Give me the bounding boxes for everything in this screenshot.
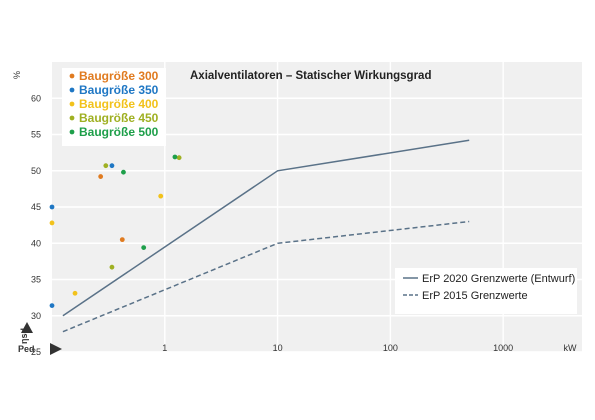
legend-lines-box (395, 268, 577, 314)
y-tick-label-60: 60 (31, 93, 41, 103)
data-point-300-1 (119, 237, 125, 243)
data-point-400-2 (158, 193, 164, 199)
y-unit-label: % (12, 71, 22, 79)
x-axis-arrow-icon (50, 343, 62, 355)
x-axis-label: Ped (18, 344, 35, 354)
y-tick-label-25: 25 (31, 347, 41, 357)
x-tick-label-1: 1 (162, 343, 167, 353)
legend-label-erp-2015: ErP 2015 Grenzwerte (422, 290, 528, 302)
data-point-350-2 (109, 163, 115, 169)
data-point-400-1 (72, 290, 78, 296)
legend-label-450: Baugröße 450 (79, 111, 159, 125)
y-tick-label-40: 40 (31, 238, 41, 248)
legend-label-400: Baugröße 400 (79, 97, 159, 111)
threshold-lines (62, 139, 470, 333)
y-axis-label: ηsd (19, 328, 29, 344)
legend-marker-450 (69, 115, 75, 121)
y-axis-arrow-icon (21, 322, 33, 333)
y-tick-labels: 60 55 50 45 40 35 30 25 (31, 93, 41, 357)
legend-marker-500 (69, 129, 75, 135)
legend-label-350: Baugröße 350 (79, 83, 159, 97)
legend-label-500: Baugröße 500 (79, 125, 159, 139)
data-point-350-0 (49, 204, 55, 210)
chart-title: Axialventilatoren – Statischer Wirkungsg… (190, 70, 431, 82)
y-tick-label-35: 35 (31, 275, 41, 285)
data-point-300-0 (98, 174, 104, 179)
y-tick-label-55: 55 (31, 130, 41, 140)
series-line-erp-2015 (62, 220, 470, 333)
data-point-500-0 (121, 169, 126, 175)
x-tick-label-10: 10 (273, 343, 283, 353)
y-tick-label-30: 30 (31, 311, 41, 321)
data-points (49, 154, 182, 308)
legend-marker-350 (69, 87, 75, 93)
data-point-450-0 (103, 163, 109, 169)
data-point-400-0 (49, 220, 55, 226)
legend-marker-300 (69, 73, 75, 79)
data-point-350-1 (49, 303, 55, 308)
x-unit-label: kW (564, 343, 578, 353)
data-point-450-2 (176, 155, 182, 161)
data-point-500-1 (141, 245, 147, 251)
data-point-450-1 (109, 264, 115, 270)
y-tick-label-45: 45 (31, 202, 41, 212)
legend-marker-400 (69, 101, 75, 107)
data-point-500-2 (172, 154, 178, 160)
x-tick-label-100: 100 (383, 343, 398, 353)
legend-scatter-box (62, 68, 166, 146)
legend-lines: ErP 2020 Grenzwerte (Entwurf) ErP 2015 Gr… (395, 268, 577, 314)
x-tick-label-1000: 1000 (493, 343, 513, 353)
legend-label-erp-2020: ErP 2020 Grenzwerte (Entwurf) (422, 273, 575, 285)
y-tick-label-50: 50 (31, 166, 41, 176)
series-line-erp-2020 (62, 139, 470, 317)
x-tick-labels: 1 10 100 1000 (162, 343, 513, 353)
legend-label-300: Baugröße 300 (79, 69, 159, 83)
